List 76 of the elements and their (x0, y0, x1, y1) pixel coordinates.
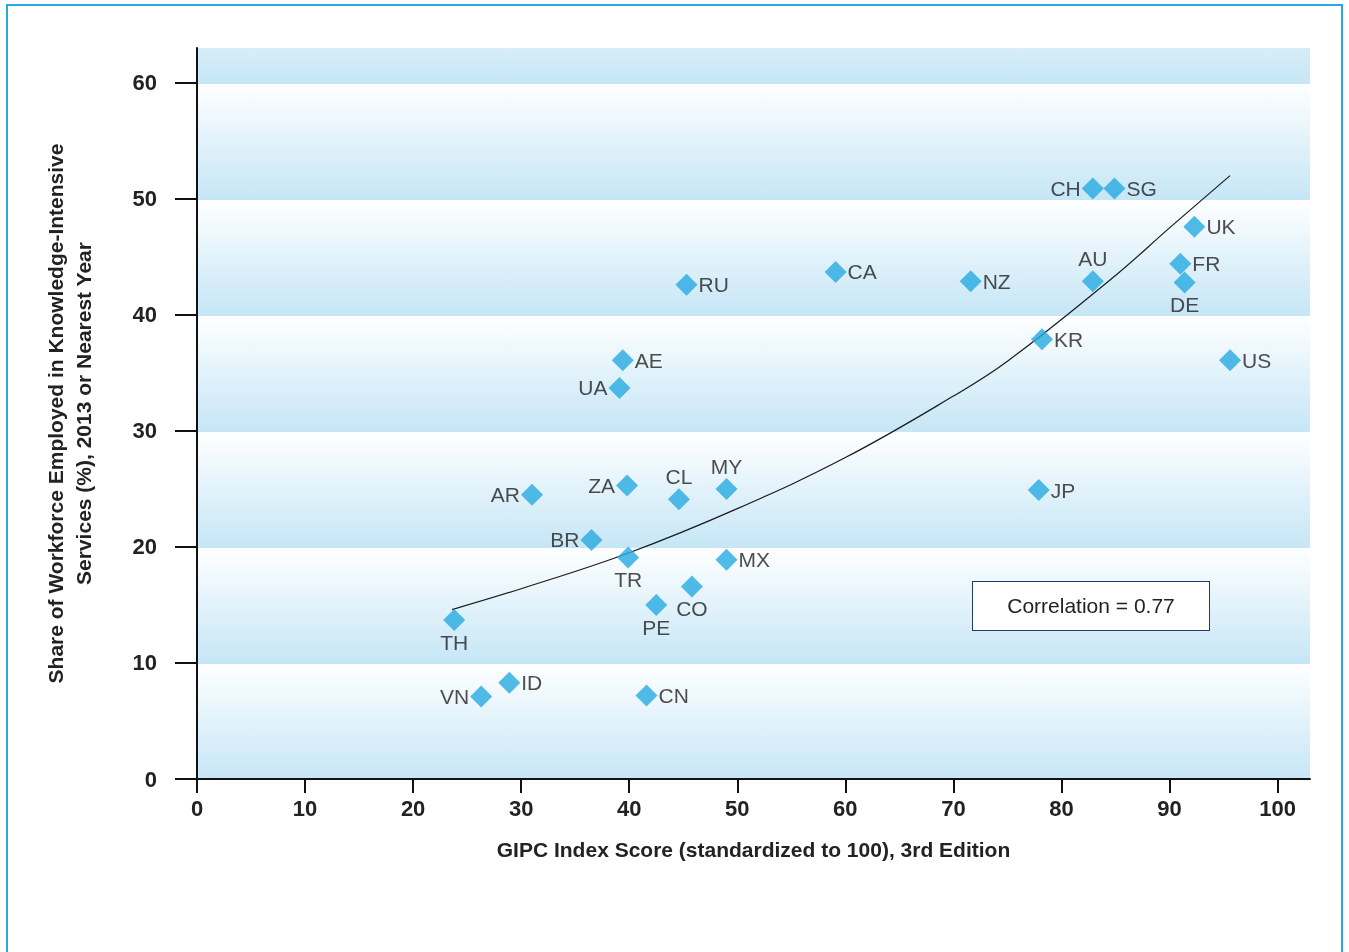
x-tick-label: 50 (725, 795, 750, 821)
y-axis-title: Share of Workforce Employed in Knowledge-Intensive Services (%), 2013 or Nearest Year (43, 143, 95, 684)
x-tick-label: 20 (400, 795, 426, 821)
point (675, 273, 698, 296)
annotation: AU (1078, 247, 1108, 271)
point (1219, 349, 1242, 372)
point (824, 260, 847, 283)
x-tick-label: 40 (616, 795, 642, 821)
point (1173, 271, 1196, 294)
point (520, 483, 543, 506)
point (1081, 270, 1104, 293)
point (645, 593, 668, 616)
annotation: JP (1050, 478, 1076, 502)
point (470, 685, 493, 708)
annotation: CN (658, 683, 689, 707)
x-tick-label: 80 (1049, 795, 1074, 821)
y-tick-label: 0 (144, 766, 157, 792)
annotation: RU (698, 273, 729, 297)
annotation: MY (710, 454, 743, 478)
point (635, 684, 658, 707)
y-tick-label: 20 (132, 534, 157, 560)
annotation: CO (676, 597, 708, 621)
point (1081, 177, 1104, 200)
y-tick-label: 60 (132, 70, 157, 96)
x-tick-label: 60 (833, 795, 858, 821)
note-box: Correlation = 0.77 (972, 581, 1210, 631)
annotation: Correlation = 0.77 (1007, 594, 1175, 618)
point (443, 609, 466, 632)
point (616, 474, 639, 497)
x-tick-label: 10 (292, 795, 318, 821)
annotation: DE (1170, 293, 1200, 317)
annotation: TR (614, 568, 643, 592)
annotation: ID (521, 671, 543, 695)
annotation: FR (1192, 252, 1221, 276)
point (959, 270, 982, 293)
point (1169, 252, 1192, 275)
x-axis-title: GIPC Index Score (standardized to 100), 3rd Edition (496, 838, 1011, 861)
annotation: ZA (588, 473, 616, 497)
annotation: BR (550, 528, 580, 552)
point (498, 671, 521, 694)
annotation: AE (634, 348, 663, 372)
annotation: PE (642, 615, 671, 639)
annotation: VN (440, 685, 470, 709)
point (611, 349, 634, 372)
x-tick-label: 70 (941, 795, 966, 821)
y-tick-label: 50 (132, 186, 157, 212)
y-tick-label: 40 (132, 302, 157, 328)
x-tick-label: 0 (190, 795, 204, 821)
y-tick-label: 30 (132, 418, 157, 444)
point (608, 376, 631, 399)
annotation: NZ (982, 269, 1011, 293)
x-tick-label: 30 (508, 795, 534, 821)
annotation: CH (1050, 176, 1081, 200)
annotation: UA (578, 376, 608, 400)
point (680, 575, 703, 598)
point (617, 546, 640, 569)
annotation: KR (1054, 327, 1084, 351)
point (580, 528, 603, 551)
point (715, 477, 738, 500)
point (715, 548, 738, 571)
point (1027, 479, 1050, 502)
annotation: CL (665, 465, 693, 489)
annotation: US (1242, 348, 1272, 372)
annotation: CA (847, 260, 877, 284)
point (1031, 328, 1054, 351)
x-tick-label: 100 (1259, 795, 1296, 821)
annotation: MX (738, 548, 770, 572)
y-tick-label: 10 (132, 650, 157, 676)
point (667, 488, 690, 511)
point (1183, 215, 1206, 238)
point (1103, 177, 1126, 200)
annotation: TH (440, 631, 469, 655)
annotation: SG (1126, 176, 1157, 200)
annotation: UK (1206, 215, 1236, 239)
annotation: AR (490, 483, 520, 507)
x-tick-label: 90 (1157, 795, 1182, 821)
